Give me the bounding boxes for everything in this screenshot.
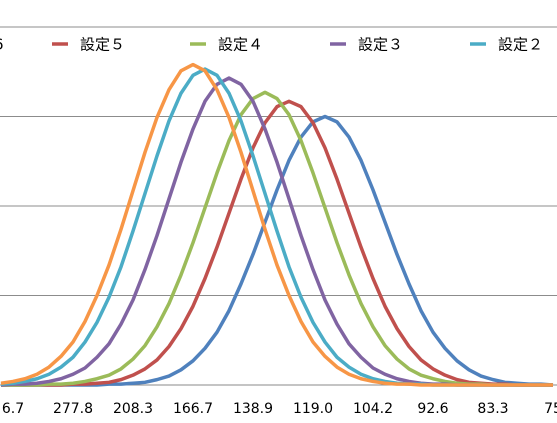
x-tick-label: 104.2 (353, 401, 393, 417)
x-tick-label: 6.7 (2, 401, 24, 417)
x-tick-label: 83.3 (477, 401, 508, 417)
x-tick-label: 119.0 (293, 401, 333, 417)
x-tick-label: 75 (544, 401, 557, 417)
x-tick-label: 92.6 (417, 401, 448, 417)
x-tick-label: 166.7 (173, 401, 213, 417)
legend-label: 設定４ (218, 36, 263, 54)
x-tick-label: 277.8 (53, 401, 93, 417)
x-tick-label: 138.9 (233, 401, 273, 417)
legend-label: 6 (0, 36, 4, 54)
series-line (0, 62, 553, 387)
legend-label: 設定２ (498, 36, 543, 54)
series-line (1, 99, 553, 387)
x-tick-label: 208.3 (113, 401, 153, 417)
legend-label: 設定５ (80, 36, 125, 54)
legend-label: 設定３ (358, 36, 403, 54)
